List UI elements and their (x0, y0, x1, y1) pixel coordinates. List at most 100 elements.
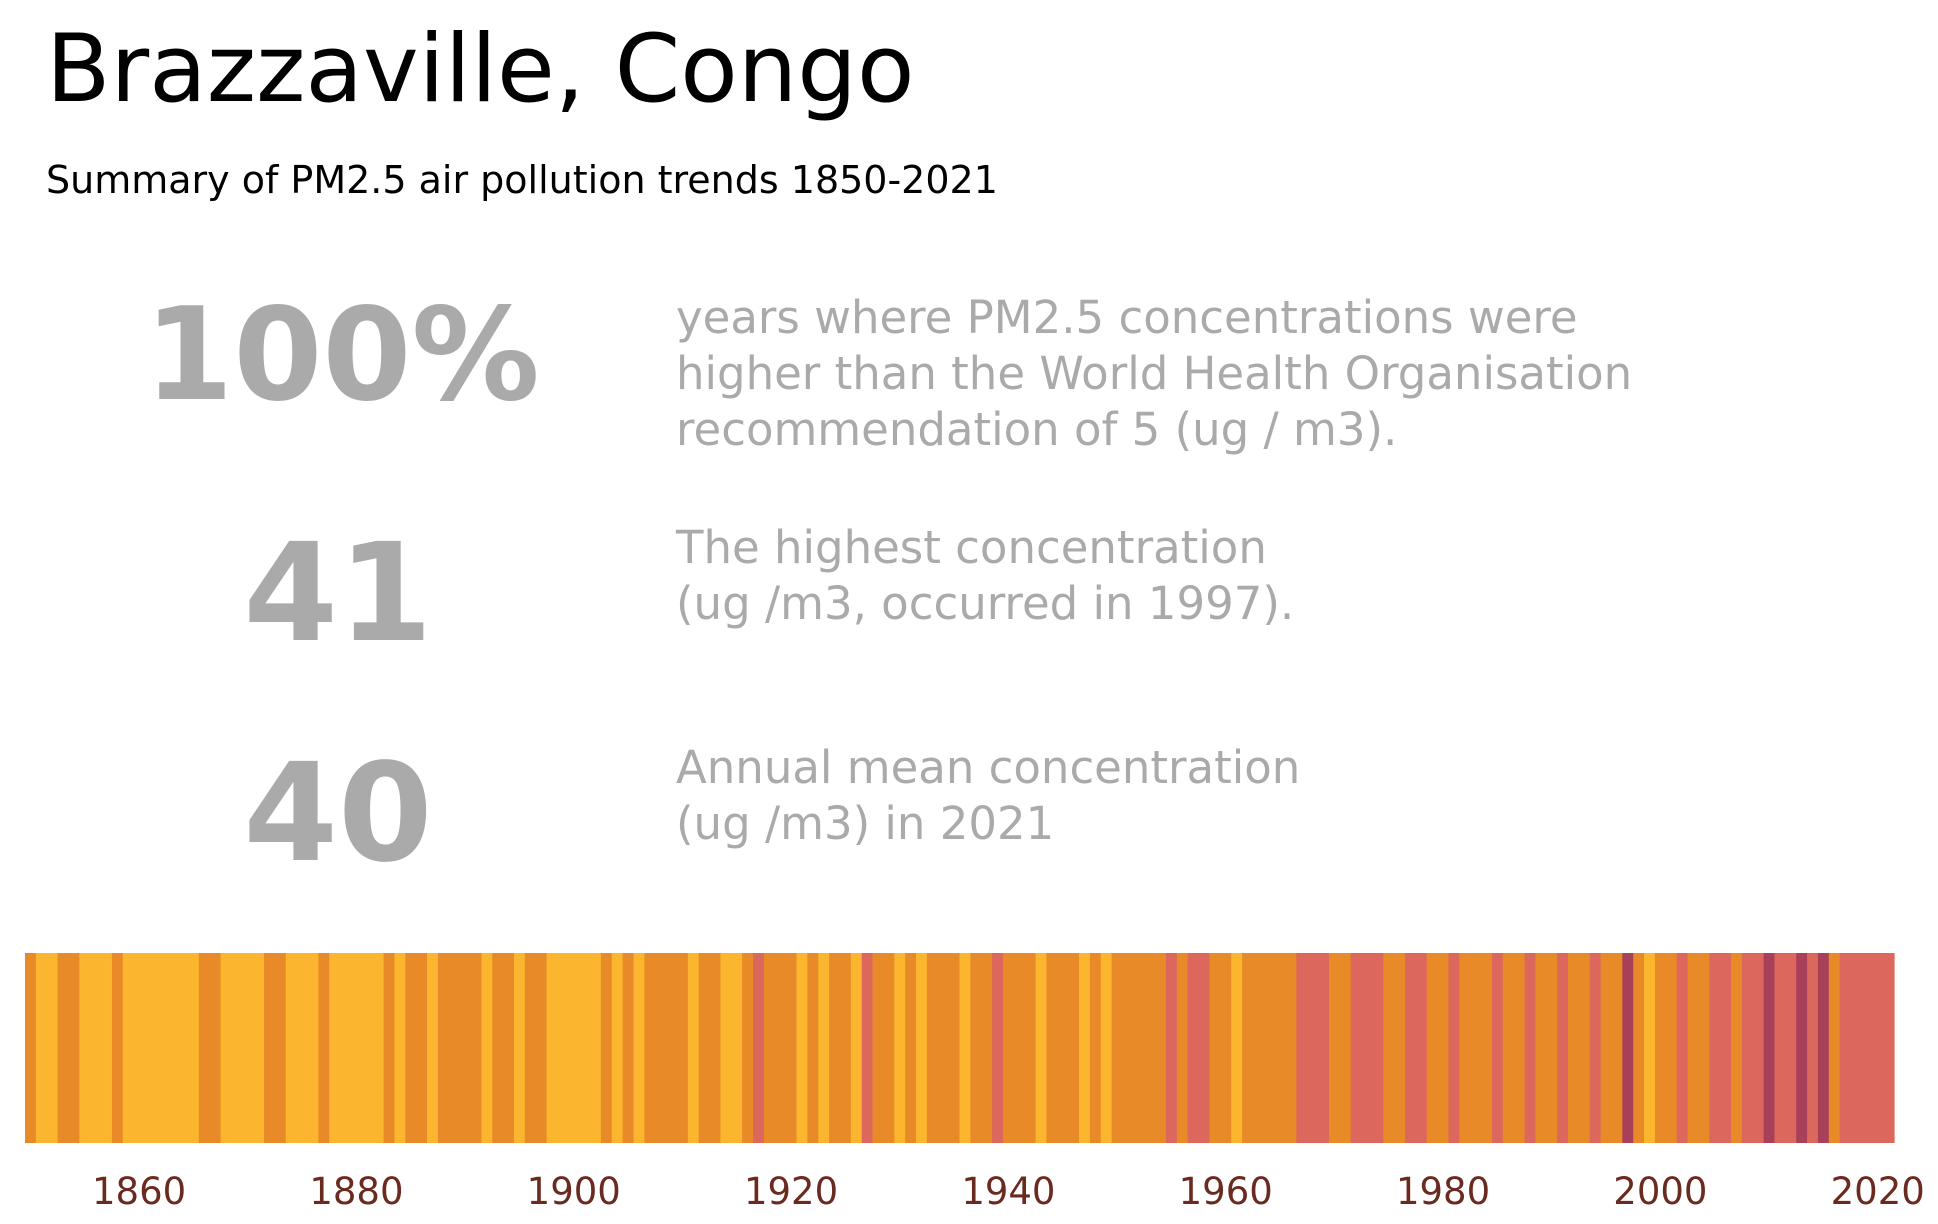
stripe-run (1644, 953, 1656, 1143)
x-tick-label: 1900 (527, 1170, 621, 1213)
stripe-run (1350, 953, 1384, 1143)
stripe-run (437, 953, 482, 1143)
stripe-run (1535, 953, 1558, 1143)
stripe-run (35, 953, 59, 1143)
stripe-run (1676, 953, 1689, 1143)
stripe-run (1079, 953, 1091, 1143)
stripe-run (1089, 953, 1102, 1143)
stripe-run (79, 953, 113, 1143)
stat-description-line: (ug /m3) in 2021 (676, 797, 1055, 850)
x-tick-label: 1860 (92, 1170, 186, 1213)
stripe-run (1654, 953, 1678, 1143)
stripe-run (611, 953, 624, 1143)
page-title: Brazzaville, Congo (46, 15, 915, 124)
stripe-run (1328, 953, 1352, 1143)
stripe-run (122, 953, 200, 1143)
stripe-run (818, 953, 830, 1143)
stripe-run (1828, 953, 1841, 1143)
stripe-run (1839, 953, 1895, 1143)
stripe-run (1111, 953, 1167, 1143)
x-tick-label: 1940 (961, 1170, 1055, 1213)
stripe-run (1807, 953, 1819, 1143)
stripe-run (894, 953, 906, 1143)
stripe-run (796, 953, 808, 1143)
stripe-run (1524, 953, 1537, 1143)
stripe-run (916, 953, 928, 1143)
stripe-run (1600, 953, 1623, 1143)
stripe-run (1731, 953, 1743, 1143)
stripe-run (318, 953, 330, 1143)
stripe-run (1622, 953, 1634, 1143)
stripe-run (492, 953, 515, 1143)
stripe-run (720, 953, 743, 1143)
stripe-run (1100, 953, 1113, 1143)
stat-description-line: higher than the World Health Organisatio… (676, 347, 1633, 400)
stripe-run (1817, 953, 1830, 1143)
stripe-run (1491, 953, 1504, 1143)
stripe-run (1405, 953, 1428, 1143)
stripe-run (992, 953, 1004, 1143)
stripe-run (481, 953, 493, 1143)
stripe-run (905, 953, 917, 1143)
stat-description-line: The highest concentration (676, 521, 1267, 574)
stripe-run (1774, 953, 1797, 1143)
stripe-run (1426, 953, 1450, 1143)
stat-value-highest: 41 (243, 515, 433, 673)
stripe-run (1002, 953, 1037, 1143)
stripe-run (742, 953, 754, 1143)
stripe-run (1187, 953, 1211, 1143)
stripe-run (1176, 953, 1189, 1143)
stripe-run (394, 953, 406, 1143)
stripe-run (57, 953, 80, 1143)
stripe-run (1231, 953, 1243, 1143)
stat-description-line: Annual mean concentration (676, 741, 1301, 794)
stripe-run (850, 953, 863, 1143)
stripe-run (1796, 953, 1808, 1143)
stat-value-exceedance: 100% (144, 281, 540, 430)
stripe-run (546, 953, 602, 1143)
stat-description-line: (ug /m3, occurred in 1997). (676, 577, 1295, 630)
stripe-run (1296, 953, 1330, 1143)
stripe-run (111, 953, 124, 1143)
stripe-run (807, 953, 819, 1143)
x-tick-label: 2000 (1613, 1170, 1707, 1213)
stripe-run (872, 953, 895, 1143)
x-tick-label: 1880 (309, 1170, 403, 1213)
stripe-run (970, 953, 993, 1143)
x-axis-tick-labels: 1860 1880 1900 1920 1940 1960 1980 2000 2020 (92, 1170, 1925, 1213)
x-tick-label: 1980 (1396, 1170, 1490, 1213)
stat-value-current: 40 (243, 735, 433, 893)
stripe-run (1035, 953, 1048, 1143)
stripe-run (1557, 953, 1569, 1143)
stripe-run (644, 953, 689, 1143)
x-tick-label: 1960 (1179, 1170, 1273, 1213)
stat-description-highest: The highest concentration (ug /m3, occur… (676, 520, 1294, 632)
stripe-run (383, 953, 396, 1143)
stripe-run (926, 953, 961, 1143)
stripe-run (1459, 953, 1493, 1143)
stripe-run (633, 953, 645, 1143)
stat-description-current: Annual mean concentration (ug /m3) in 20… (676, 740, 1300, 852)
stripe-run (513, 953, 526, 1143)
stat-description-line: years where PM2.5 concentrations were (676, 291, 1578, 344)
stripe-run (1383, 953, 1406, 1143)
stripe-run (220, 953, 265, 1143)
stripe-run (622, 953, 635, 1143)
stripe-run (1709, 953, 1732, 1143)
stripe-run (753, 953, 765, 1143)
stat-description-line: recommendation of 5 (ug / m3). (676, 403, 1398, 456)
stripe-run (1687, 953, 1710, 1143)
stripe-run (1209, 953, 1232, 1143)
stripe-runs (25, 953, 1895, 1143)
stripe-run (1165, 953, 1178, 1143)
stripe-run (198, 953, 222, 1143)
page-subtitle: Summary of PM2.5 air pollution trends 18… (46, 158, 998, 202)
stripe-run (829, 953, 852, 1143)
stripe-run (285, 953, 319, 1143)
stripe-run (25, 953, 37, 1143)
stripe-run (1589, 953, 1602, 1143)
stripe-run (687, 953, 700, 1143)
stripe-run (861, 953, 874, 1143)
stripe-run (600, 953, 613, 1143)
